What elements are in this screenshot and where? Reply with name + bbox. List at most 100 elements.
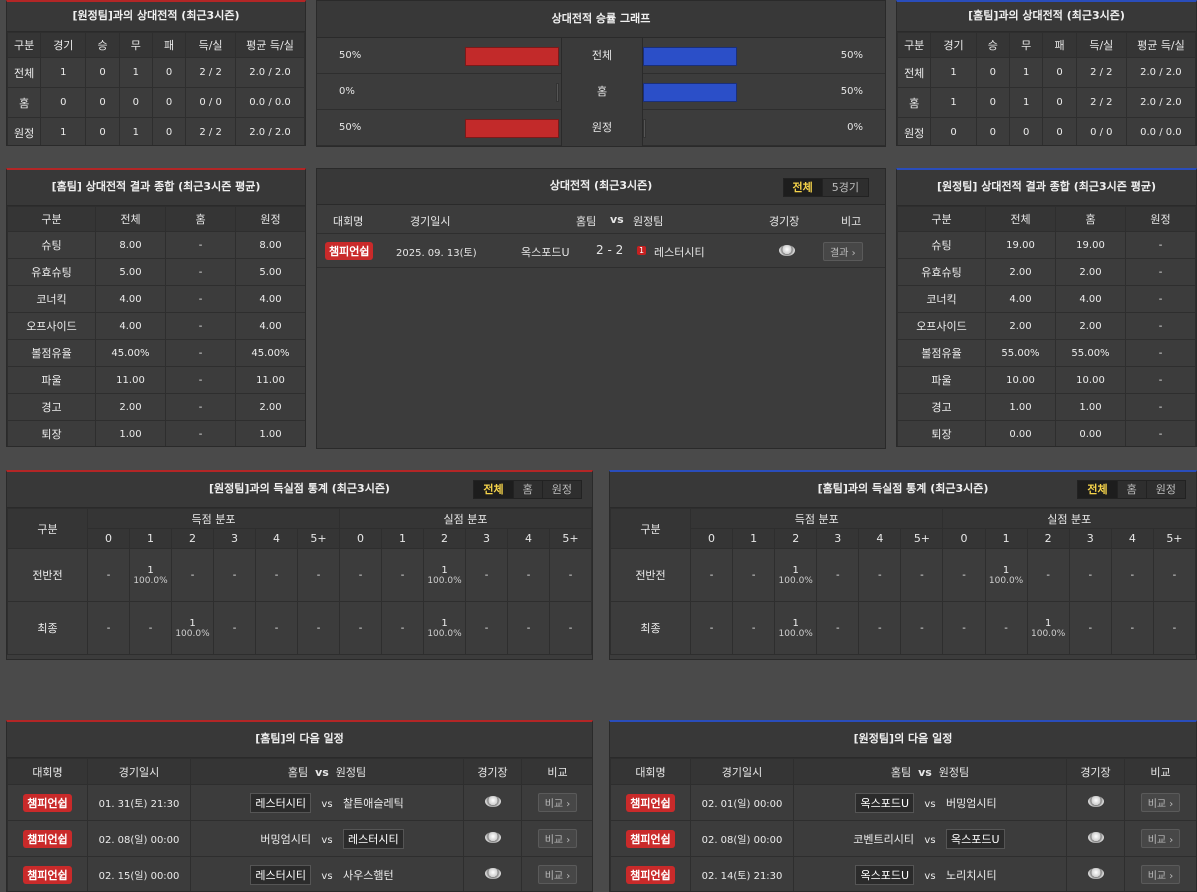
goal-count-header: 2: [171, 528, 214, 549]
league-badge: 챔피언쉽: [626, 829, 675, 848]
right-bar: [643, 83, 737, 102]
table-cell: 2.00: [1055, 258, 1126, 286]
match-row[interactable]: 챔피언쉽 2025. 09. 13(토) 옥스포드U 2 - 2 1 레스터시티…: [317, 234, 885, 268]
table-cell: 1: [930, 87, 977, 118]
panel-title: [홈팀]과의 득실점 통계 (최근3시즌) 전체 홈 원정: [610, 472, 1196, 508]
compare-button[interactable]: 비교 ›: [1140, 865, 1181, 884]
table-cell: 4.00: [235, 312, 305, 340]
goal-count-header: 5+: [900, 528, 944, 549]
table-cell: -: [1068, 601, 1112, 655]
table-cell: 1 100.0%: [171, 601, 214, 655]
stadium-icon[interactable]: [484, 867, 501, 879]
table-row: 파울 11.00-11.00: [7, 366, 305, 394]
table-row: 최종 - -1 100.0% - - - - -1 100.0% - - -: [610, 601, 1196, 655]
stadium-icon[interactable]: [779, 245, 795, 256]
table-cell: 1: [40, 57, 87, 88]
tab-away[interactable]: 원정: [1145, 481, 1185, 498]
compare-button[interactable]: 비교 ›: [537, 865, 578, 884]
match-date: 02. 08(일) 00:00: [87, 820, 191, 857]
col-away: 원정팀: [938, 765, 970, 779]
col-stadium: 경기장: [463, 758, 522, 785]
table-cell: 0: [1042, 57, 1077, 88]
panel-title: [홈팀] 상대전적 결과 종합 (최근3시즌 평균): [7, 170, 305, 206]
match-teams: 레스터시티 vs 사우스햄턴: [190, 856, 464, 891]
graph-row-label: 홈: [561, 74, 643, 110]
table-cell: 4.00: [985, 285, 1056, 313]
row-label: 퇴장: [7, 420, 96, 446]
col-teams: 홈팀 vs 원정팀: [190, 758, 464, 785]
table-cell: 1: [118, 57, 153, 88]
table-cell: 0: [1009, 117, 1044, 145]
table-cell: 0: [151, 117, 187, 145]
compare-button[interactable]: 비교 ›: [537, 793, 578, 812]
table-cell: 2.00: [95, 393, 166, 421]
table-cell: 0: [1042, 117, 1077, 145]
panel-title-text: [홈팀]과의 득실점 통계 (최근3시즌): [817, 482, 989, 495]
column-header: 패: [151, 32, 187, 58]
row-label: 유효슈팅: [897, 258, 986, 286]
cell-percent: 100.0%: [133, 575, 168, 586]
stadium-icon[interactable]: [1087, 831, 1104, 843]
schedule-row[interactable]: 챔피언쉽 02. 15(일) 00:00 레스터시티 vs 사우스햄턴 비교 ›: [7, 856, 592, 891]
league-badge: 챔피언쉽: [626, 865, 675, 884]
tab-home[interactable]: 홈: [1116, 481, 1146, 498]
table-cell: -: [549, 548, 592, 602]
col-home: 홈팀: [890, 765, 912, 779]
schedule-row[interactable]: 챔피언쉽 02. 08(일) 00:00 코벤트리시티 vs 옥스포드U 비교 ›: [610, 820, 1196, 857]
col-note: 비고: [841, 215, 862, 228]
table-cell: 0: [930, 117, 977, 145]
tab-all[interactable]: 전체: [474, 481, 513, 498]
table-cell: -: [297, 548, 340, 602]
stadium-icon[interactable]: [1087, 795, 1104, 807]
schedule-row[interactable]: 챔피언쉽 01. 31(토) 21:30 레스터시티 vs 찰튼애슬레틱 비교 ›: [7, 784, 592, 821]
compare-button[interactable]: 비교 ›: [1140, 829, 1181, 848]
result-button[interactable]: 결과 ›: [823, 242, 863, 261]
goal-count-header: 3: [816, 528, 860, 549]
table-cell: 1: [40, 117, 87, 145]
col-teams: 홈팀 vs 원정팀: [793, 758, 1067, 785]
row-label: 전반전: [610, 548, 691, 602]
table-cell: 2 / 2: [185, 117, 237, 145]
row-label: 오프사이드: [897, 312, 986, 340]
vs-label: vs: [924, 798, 936, 810]
table-cell: 11.00: [95, 366, 166, 394]
column-header: 득/실: [1075, 32, 1127, 58]
table-cell: 0: [40, 87, 87, 118]
vs-label: vs: [321, 834, 333, 846]
table-cell: 0: [975, 87, 1011, 118]
tab-home[interactable]: 홈: [512, 481, 542, 498]
h2h-list-header: 대회명 경기일시 홈팀 vs 원정팀 경기장 비고: [317, 205, 885, 234]
table-cell: 1: [118, 117, 153, 145]
goal-count-header: 5+: [297, 528, 340, 549]
compare-button[interactable]: 비교 ›: [1140, 793, 1181, 812]
stadium-icon[interactable]: [484, 795, 501, 807]
compare-button[interactable]: 비교 ›: [537, 829, 578, 848]
table-cell: 1.00: [1055, 393, 1126, 421]
table-cell: 10.00: [1055, 366, 1126, 394]
table-cell: -: [858, 548, 902, 602]
tab-away[interactable]: 원정: [541, 481, 581, 498]
tab-last5[interactable]: 5경기: [821, 179, 868, 196]
tab-all[interactable]: 전체: [783, 179, 822, 196]
row-label: 원정: [7, 117, 42, 145]
schedule-row[interactable]: 챔피언쉽 02. 01(일) 00:00 옥스포드U vs 버밍엄시티 비교 ›: [610, 784, 1196, 821]
table-cell: -: [381, 548, 424, 602]
table-cell: 0.0 / 0.0: [1125, 117, 1196, 145]
table-cell: -: [1110, 601, 1154, 655]
stadium-icon[interactable]: [484, 831, 501, 843]
table-cell: 0: [85, 87, 120, 118]
schedule-row[interactable]: 챔피언쉽 02. 08(일) 00:00 버밍엄시티 vs 레스터시티 비교 ›: [7, 820, 592, 857]
schedule-row[interactable]: 챔피언쉽 02. 14(토) 21:30 옥스포드U vs 노리치시티 비교 ›: [610, 856, 1196, 891]
h2h-list-panel: 상대전적 (최근3시즌) 전체 5경기 대회명 경기일시 홈팀 vs 원정팀 경…: [316, 168, 886, 449]
table-cell: -: [165, 312, 236, 340]
home-team: 옥스포드U: [855, 792, 914, 813]
table-cell: -: [1068, 548, 1112, 602]
match-date: 02. 08(일) 00:00: [690, 820, 794, 857]
table-cell: 2.00: [985, 258, 1056, 286]
next-away-panel: [원정팀]의 다음 일정 대회명 경기일시 홈팀 vs 원정팀 경기장 비교 챔피언쉽 02.…: [609, 720, 1197, 892]
tab-all[interactable]: 전체: [1078, 481, 1117, 498]
stadium-icon[interactable]: [1087, 867, 1104, 879]
table-cell: -: [1125, 393, 1196, 421]
table-cell: -: [165, 231, 236, 259]
right-percent: 50%: [840, 86, 863, 97]
